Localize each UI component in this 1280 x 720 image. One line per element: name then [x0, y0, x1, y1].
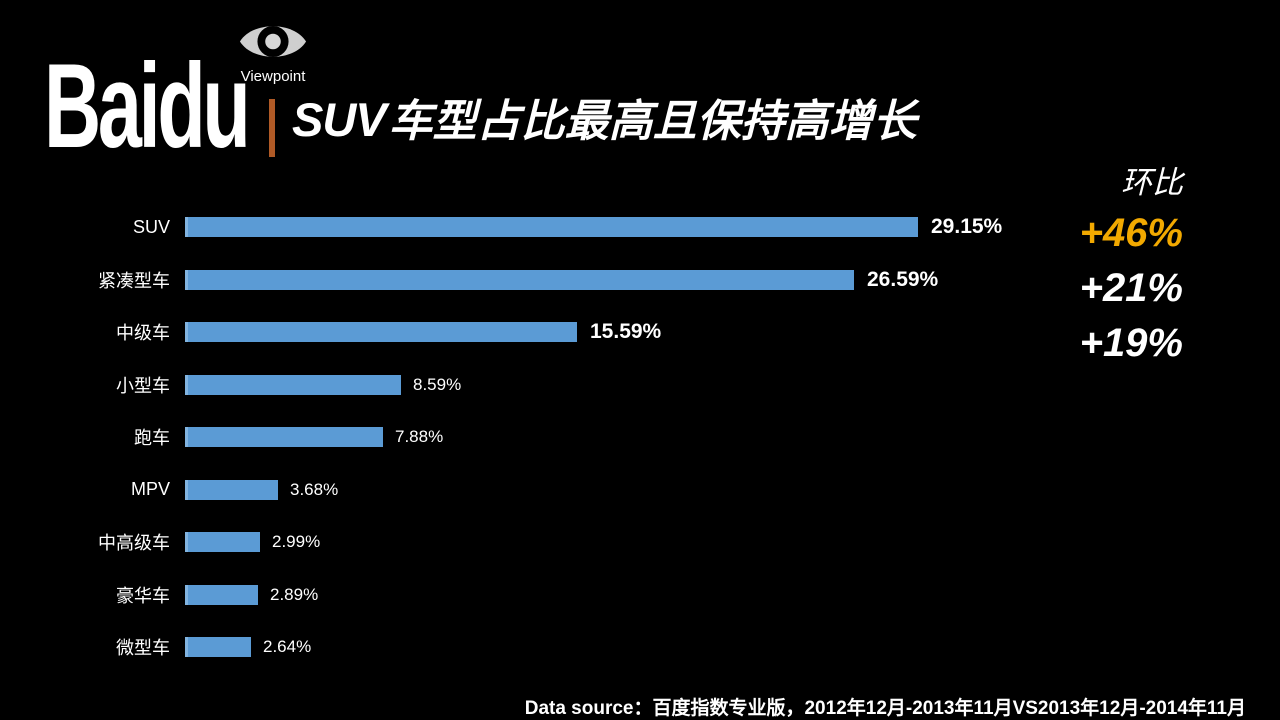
- growth-value: +46%: [1079, 211, 1183, 255]
- growth-title: 环比: [1121, 165, 1183, 200]
- chart-row: 小型车 8.59%: [40, 359, 1002, 412]
- bar: [185, 584, 258, 605]
- category-label: 中高级车: [98, 533, 170, 554]
- chart-row: 紧凑型车 26.59%: [40, 254, 1002, 307]
- category-label: 微型车: [116, 638, 170, 659]
- page-title: SUV车型占比最高且保持高增长: [292, 88, 917, 154]
- growth-items: +46% +21% +19%: [1080, 206, 1183, 371]
- brand-divider: [269, 99, 275, 157]
- category-label: 小型车: [116, 375, 170, 396]
- chart-row: 跑车 7.88%: [40, 411, 1002, 464]
- eye-icon: [233, 18, 313, 65]
- category-label: 跑车: [134, 428, 170, 449]
- bar: [185, 637, 251, 658]
- bar-chart: SUV 29.15% 紧凑型车 26.59% 中级车 15.59% 小型车 8.59% 跑车 7.…: [40, 201, 1002, 674]
- bar: [185, 479, 278, 500]
- title-prefix: SUV: [292, 93, 387, 146]
- category-label: SUV: [132, 216, 170, 237]
- title-rest: 车型占比最高且保持高增长: [388, 97, 917, 146]
- value-label: 3.68%: [290, 479, 339, 499]
- bar: [185, 532, 260, 553]
- data-source: Data source：百度指数专业版，2012年12月-2013年11月VS2…: [524, 698, 1246, 719]
- growth-value: +19%: [1079, 321, 1183, 365]
- category-label: MPV: [130, 479, 170, 500]
- category-label: 紧凑型车: [98, 270, 170, 291]
- growth-panel: 环比 +46% +21% +19%: [1080, 160, 1183, 371]
- bar: [185, 217, 918, 238]
- chart-row: SUV 29.15%: [40, 201, 1002, 254]
- value-label: 7.88%: [395, 427, 444, 447]
- bar: [185, 269, 854, 290]
- value-label: 8.59%: [413, 374, 462, 394]
- bar: [185, 374, 401, 395]
- value-label: 15.59%: [590, 320, 662, 344]
- value-label: 2.64%: [263, 637, 312, 657]
- chart-row: 微型车 2.64%: [40, 621, 1002, 674]
- value-label: 2.99%: [272, 532, 321, 552]
- value-label: 2.89%: [270, 584, 319, 604]
- growth-value: +21%: [1079, 266, 1183, 310]
- chart-row: MPV 3.68%: [40, 464, 1002, 517]
- viewpoint-badge: Viewpoint: [233, 18, 313, 85]
- chart-row: 中高级车 2.99%: [40, 516, 1002, 569]
- bar: [185, 322, 577, 343]
- bar: [185, 427, 383, 448]
- value-label: 26.59%: [867, 267, 939, 291]
- value-label: 29.15%: [931, 215, 1003, 239]
- viewpoint-label: Viewpoint: [240, 68, 306, 85]
- chart-row: 豪华车 2.89%: [40, 569, 1002, 622]
- chart-row: 中级车 15.59%: [40, 306, 1002, 359]
- category-label: 豪华车: [116, 585, 170, 606]
- category-label: 中级车: [116, 323, 170, 344]
- baidu-logo: Baidu: [44, 39, 251, 173]
